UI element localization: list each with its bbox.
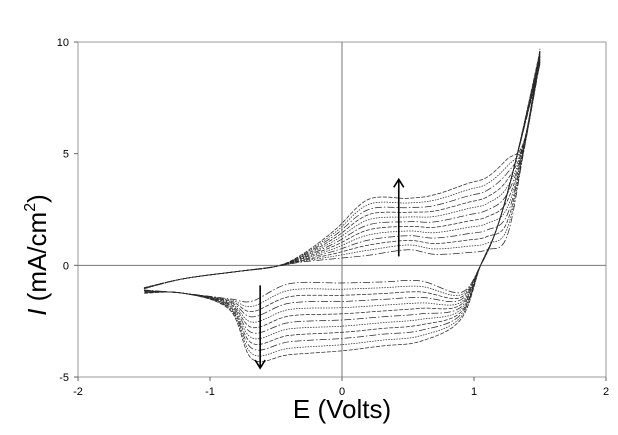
cv-cycle-forward [143, 51, 541, 289]
y-axis-symbol: I [22, 309, 52, 316]
cv-cycle-forward [143, 48, 541, 289]
arrow-down-head [254, 359, 266, 370]
cv-cycle-forward [143, 49, 541, 289]
plot-frame [74, 41, 607, 381]
y-axis-unit: (mA/cm [22, 212, 52, 309]
x-tick-label: -1 [205, 386, 215, 398]
arrow-up-head [393, 177, 405, 188]
cv-cycle-reverse [143, 61, 541, 312]
cv-cycle-reverse [143, 50, 541, 363]
zero-lines [78, 42, 606, 377]
x-tick-labels: -2 -1 0 1 2 [73, 386, 609, 398]
y-tick-label: 0 [63, 260, 69, 272]
y-axis-unit-close: ) [22, 194, 52, 203]
y-axis-title: I (mA/cm2) [22, 194, 52, 316]
y-tick-label: -5 [59, 372, 69, 384]
y-tick-label: 5 [63, 149, 69, 161]
x-tick-label: -2 [73, 386, 83, 398]
y-axis-unit-exponent: 2 [22, 203, 39, 212]
y-tick-labels: -5 0 5 10 [57, 37, 69, 384]
x-tick-label: 2 [603, 386, 609, 398]
x-axis-title: E (Volts) [293, 394, 391, 424]
cv-cycle-reverse [143, 55, 541, 340]
cv-curves [143, 48, 541, 363]
y-tick-label: 10 [57, 37, 69, 49]
x-tick-label: 1 [471, 386, 477, 398]
x-tick-label: 0 [339, 386, 345, 398]
trend-arrows [254, 177, 405, 370]
cv-cycle-reverse [143, 52, 541, 357]
cv-cycle-forward [143, 53, 541, 289]
